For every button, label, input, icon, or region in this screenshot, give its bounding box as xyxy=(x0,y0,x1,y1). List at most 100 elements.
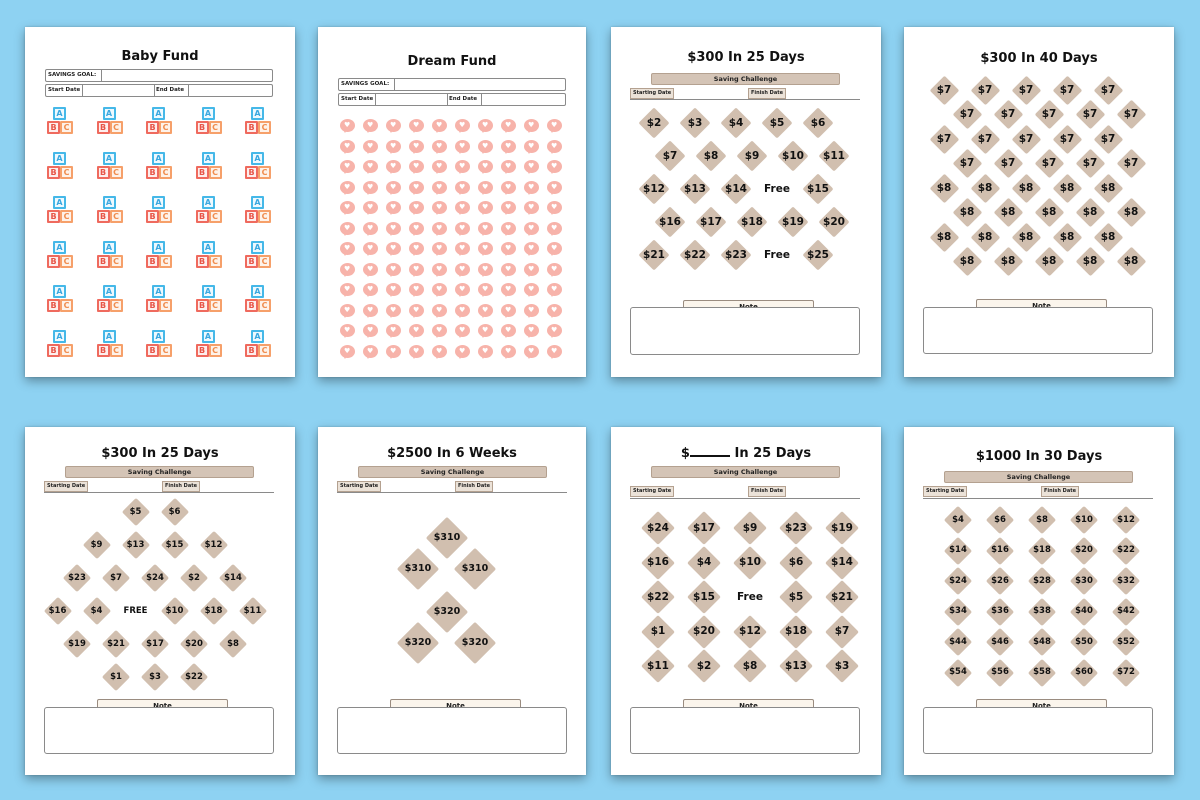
heart-bubble-icon[interactable]: ♥ xyxy=(386,180,402,196)
heart-bubble-icon[interactable]: ♥ xyxy=(455,242,471,257)
heart-bubble-icon[interactable]: ♥ xyxy=(363,119,379,134)
heart-bubble-icon[interactable]: ♥ xyxy=(409,160,425,175)
heart-bubble-icon[interactable]: ♥ xyxy=(478,242,494,257)
heart-bubble-icon[interactable]: ♥ xyxy=(432,139,448,155)
heart-bubble-icon[interactable]: ♥ xyxy=(432,201,448,216)
heart-bubble-icon[interactable]: ♥ xyxy=(478,201,494,216)
heart-bubble-icon[interactable]: ♥ xyxy=(340,283,356,298)
heart-bubble-icon[interactable]: ♥ xyxy=(432,119,448,134)
heart-bubble-icon[interactable]: ♥ xyxy=(363,344,379,360)
heart-bubble-icon[interactable]: ♥ xyxy=(478,119,494,134)
heart-bubble-icon[interactable]: ♥ xyxy=(547,283,563,298)
heart-bubble-icon[interactable]: ♥ xyxy=(340,119,356,134)
heart-bubble-icon[interactable]: ♥ xyxy=(501,119,517,134)
date-field[interactable]: Start Date End Date xyxy=(338,93,566,106)
heart-bubble-icon[interactable]: ♥ xyxy=(363,283,379,298)
heart-bubble-icon[interactable]: ♥ xyxy=(432,324,448,339)
heart-bubble-icon[interactable]: ♥ xyxy=(455,221,471,237)
heart-bubble-icon[interactable]: ♥ xyxy=(501,303,517,319)
heart-bubble-icon[interactable]: ♥ xyxy=(547,242,563,257)
heart-bubble-icon[interactable]: ♥ xyxy=(432,242,448,257)
heart-bubble-icon[interactable]: ♥ xyxy=(340,180,356,196)
heart-bubble-icon[interactable]: ♥ xyxy=(478,221,494,237)
heart-bubble-icon[interactable]: ♥ xyxy=(409,221,425,237)
heart-bubble-icon[interactable]: ♥ xyxy=(478,283,494,298)
heart-bubble-icon[interactable]: ♥ xyxy=(363,160,379,175)
heart-bubble-icon[interactable]: ♥ xyxy=(478,262,494,278)
savings-goal-field[interactable]: SAVINGS GOAL: xyxy=(338,78,566,91)
date-field[interactable]: Start Date End Date xyxy=(45,84,273,97)
heart-bubble-icon[interactable]: ♥ xyxy=(409,303,425,319)
heart-bubble-icon[interactable]: ♥ xyxy=(524,303,540,319)
heart-bubble-icon[interactable]: ♥ xyxy=(409,139,425,155)
heart-bubble-icon[interactable]: ♥ xyxy=(386,344,402,360)
heart-bubble-icon[interactable]: ♥ xyxy=(363,262,379,278)
heart-bubble-icon[interactable]: ♥ xyxy=(340,324,356,339)
heart-bubble-icon[interactable]: ♥ xyxy=(524,283,540,298)
heart-bubble-icon[interactable]: ♥ xyxy=(524,324,540,339)
heart-bubble-icon[interactable]: ♥ xyxy=(547,303,563,319)
heart-bubble-icon[interactable]: ♥ xyxy=(455,139,471,155)
heart-bubble-icon[interactable]: ♥ xyxy=(386,119,402,134)
heart-bubble-icon[interactable]: ♥ xyxy=(340,221,356,237)
heart-bubble-icon[interactable]: ♥ xyxy=(386,221,402,237)
heart-bubble-icon[interactable]: ♥ xyxy=(524,139,540,155)
heart-bubble-icon[interactable]: ♥ xyxy=(409,242,425,257)
heart-bubble-icon[interactable]: ♥ xyxy=(501,160,517,175)
heart-bubble-icon[interactable]: ♥ xyxy=(363,324,379,339)
heart-bubble-icon[interactable]: ♥ xyxy=(340,160,356,175)
heart-bubble-icon[interactable]: ♥ xyxy=(547,344,563,360)
heart-bubble-icon[interactable]: ♥ xyxy=(455,119,471,134)
heart-bubble-icon[interactable]: ♥ xyxy=(340,262,356,278)
heart-bubble-icon[interactable]: ♥ xyxy=(478,344,494,360)
heart-bubble-icon[interactable]: ♥ xyxy=(340,344,356,360)
heart-bubble-icon[interactable]: ♥ xyxy=(455,303,471,319)
heart-bubble-icon[interactable]: ♥ xyxy=(524,262,540,278)
heart-bubble-icon[interactable]: ♥ xyxy=(478,160,494,175)
heart-bubble-icon[interactable]: ♥ xyxy=(340,201,356,216)
note-box[interactable] xyxy=(44,707,274,754)
heart-bubble-icon[interactable]: ♥ xyxy=(432,283,448,298)
heart-bubble-icon[interactable]: ♥ xyxy=(455,262,471,278)
note-box[interactable] xyxy=(923,307,1153,354)
savings-goal-field[interactable]: SAVINGS GOAL: xyxy=(45,69,273,82)
heart-bubble-icon[interactable]: ♥ xyxy=(455,160,471,175)
heart-bubble-icon[interactable]: ♥ xyxy=(501,139,517,155)
heart-bubble-icon[interactable]: ♥ xyxy=(386,303,402,319)
heart-bubble-icon[interactable]: ♥ xyxy=(524,180,540,196)
heart-bubble-icon[interactable]: ♥ xyxy=(455,180,471,196)
heart-bubble-icon[interactable]: ♥ xyxy=(386,262,402,278)
heart-bubble-icon[interactable]: ♥ xyxy=(432,221,448,237)
amount-blank[interactable] xyxy=(689,446,730,457)
heart-bubble-icon[interactable]: ♥ xyxy=(547,201,563,216)
heart-bubble-icon[interactable]: ♥ xyxy=(547,180,563,196)
heart-bubble-icon[interactable]: ♥ xyxy=(524,160,540,175)
heart-bubble-icon[interactable]: ♥ xyxy=(478,180,494,196)
heart-bubble-icon[interactable]: ♥ xyxy=(501,221,517,237)
heart-bubble-icon[interactable]: ♥ xyxy=(501,262,517,278)
heart-bubble-icon[interactable]: ♥ xyxy=(340,303,356,319)
heart-bubble-icon[interactable]: ♥ xyxy=(455,283,471,298)
heart-bubble-icon[interactable]: ♥ xyxy=(363,139,379,155)
heart-bubble-icon[interactable]: ♥ xyxy=(478,303,494,319)
heart-bubble-icon[interactable]: ♥ xyxy=(363,180,379,196)
